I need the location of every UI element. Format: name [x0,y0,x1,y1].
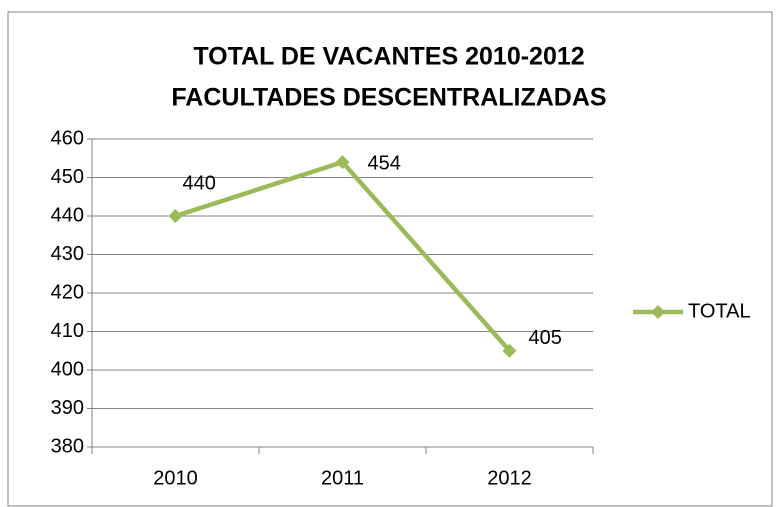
y-tick-label: 450 [51,166,84,188]
y-tick-label: 460 [51,127,84,149]
data-label: 405 [529,327,562,349]
chart-title: FACULTADES DESCENTRALIZADAS [171,84,606,112]
marker [335,155,350,170]
y-tick-label: 410 [51,320,84,342]
y-tick-label: 430 [51,243,84,265]
y-tick-label: 390 [51,397,84,419]
y-tick-label: 420 [51,281,84,303]
legend-marker [651,305,665,319]
y-tick-label: 380 [51,435,84,457]
x-tick-label: 2010 [153,467,198,489]
chart-title: TOTAL DE VACANTES 2010-2012 [193,43,584,71]
y-tick-label: 400 [51,358,84,380]
marker [168,209,183,223]
data-label: 440 [183,172,216,194]
legend-label: TOTAL [688,300,751,322]
chart-frame [7,11,773,507]
marker [502,343,517,358]
x-tick-label: 2012 [487,467,532,489]
data-label: 454 [368,152,401,174]
y-tick-label: 440 [51,204,84,226]
x-tick-label: 2011 [321,467,364,489]
